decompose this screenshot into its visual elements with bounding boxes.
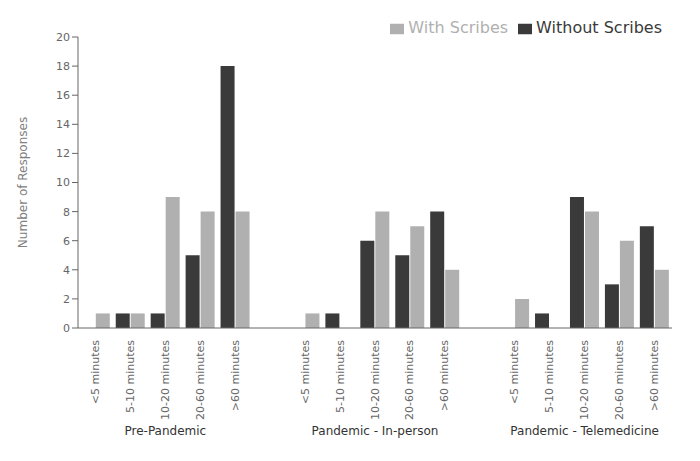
svg-text:Number of Responses: Number of Responses (16, 117, 30, 248)
svg-text:Pandemic - Telemedicine: Pandemic - Telemedicine (510, 424, 659, 438)
html-text:With Scribes: With Scribes (408, 18, 509, 37)
svg-text:10-20 minutes: 10-20 minutes (369, 340, 382, 420)
svg-text:4: 4 (63, 264, 70, 277)
svg-text:20-60 minutes: 20-60 minutes (403, 340, 416, 420)
svg-text:Pandemic - In-person: Pandemic - In-person (312, 424, 439, 438)
svg-text:6: 6 (63, 235, 70, 248)
svg-text:0: 0 (63, 322, 70, 335)
svg-text:5-10 minutes: 5-10 minutes (334, 340, 347, 413)
svg-text:2: 2 (63, 293, 70, 306)
svg-text:>60 minutes: >60 minutes (229, 340, 242, 412)
svg-text:20: 20 (56, 31, 70, 44)
svg-text:5-10 minutes: 5-10 minutes (543, 340, 556, 413)
svg-text:>60 minutes: >60 minutes (438, 340, 451, 412)
svg-text:Pre-Pandemic: Pre-Pandemic (125, 424, 207, 438)
svg-text:10: 10 (56, 176, 70, 189)
svg-text:<5 minutes: <5 minutes (89, 340, 102, 405)
svg-text:20-60 minutes: 20-60 minutes (613, 340, 626, 420)
svg-text:10-20 minutes: 10-20 minutes (159, 340, 172, 420)
svg-text:20-60 minutes: 20-60 minutes (194, 340, 207, 420)
svg-text:<5 minutes: <5 minutes (299, 340, 312, 405)
svg-text:10-20 minutes: 10-20 minutes (578, 340, 591, 420)
svg-text:<5 minutes: <5 minutes (508, 340, 521, 405)
svg-text:5-10 minutes: 5-10 minutes (124, 340, 137, 413)
html-text:Without Scribes: Without Scribes (536, 18, 662, 37)
svg-text:>60 minutes: >60 minutes (648, 340, 661, 412)
svg-text:18: 18 (56, 60, 70, 73)
svg-text:8: 8 (63, 206, 70, 219)
svg-text:16: 16 (56, 89, 70, 102)
svg-text:14: 14 (56, 118, 70, 131)
svg-text:12: 12 (56, 147, 70, 160)
